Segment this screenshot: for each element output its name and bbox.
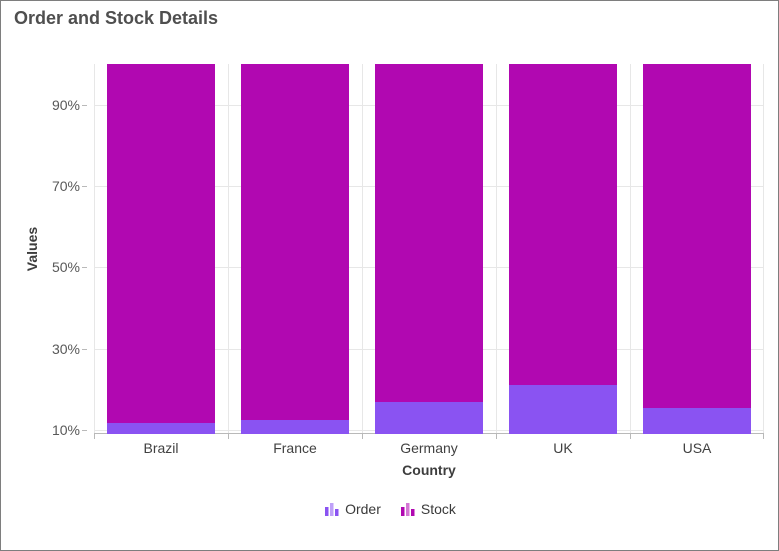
bar-segment-stock-uk[interactable] <box>509 64 617 386</box>
y-tick-mark <box>82 185 87 187</box>
chart-title: Order and Stock Details <box>14 8 219 28</box>
x-category-label-uk: UK <box>553 440 573 456</box>
legend-item-stock[interactable]: Stock <box>400 501 456 517</box>
legend-stock-bars-icon <box>400 503 415 516</box>
y-tick-mark <box>82 348 87 350</box>
y-tick-label: 70% <box>51 177 80 194</box>
gridline-vertical <box>496 64 497 433</box>
x-axis-ticks <box>94 434 764 440</box>
y-tick-label: 10% <box>51 421 80 438</box>
legend-item-order[interactable]: Order <box>325 501 381 517</box>
x-category-label-usa: USA <box>682 440 712 456</box>
bar-segment-stock-usa[interactable] <box>643 64 751 408</box>
bar-segment-stock-germany[interactable] <box>375 64 483 403</box>
x-tick-mark <box>94 434 95 439</box>
x-category-label-france: France <box>273 440 317 456</box>
bar-segment-order-france[interactable] <box>241 420 349 434</box>
legend: Order Stock <box>1 497 778 521</box>
gridline-vertical <box>362 64 363 433</box>
legend-label-order: Order <box>345 501 381 517</box>
gridline-vertical <box>763 64 764 433</box>
x-tick-mark <box>630 434 631 439</box>
bar-segment-order-uk[interactable] <box>509 385 617 434</box>
x-tick-mark <box>228 434 229 439</box>
x-category-label-germany: Germany <box>400 440 458 456</box>
y-tick-label: 90% <box>51 96 80 113</box>
y-tick-mark <box>82 104 87 106</box>
legend-order-bars-icon <box>325 503 339 516</box>
bar-segment-order-usa[interactable] <box>643 407 751 434</box>
legend-label-stock: Stock <box>420 501 456 517</box>
x-tick-mark <box>763 434 764 439</box>
bar-segment-order-germany[interactable] <box>375 402 483 434</box>
x-axis-labels: Brazil France Germany UK USA <box>94 440 764 458</box>
plot-area <box>94 64 764 434</box>
bar-segment-order-brazil[interactable] <box>107 422 215 434</box>
x-axis-title: Country <box>402 462 456 478</box>
gridline-vertical <box>630 64 631 433</box>
y-tick-label: 50% <box>51 259 80 276</box>
bar-segment-stock-france[interactable] <box>241 64 349 421</box>
gridline-vertical <box>228 64 229 433</box>
x-tick-mark <box>496 434 497 439</box>
y-tick-mark <box>82 267 87 269</box>
y-axis-labels: 10% 30% 50% 70% 90% <box>31 64 87 438</box>
y-tick-label: 30% <box>51 340 80 357</box>
x-tick-mark <box>362 434 363 439</box>
x-category-label-brazil: Brazil <box>143 440 179 456</box>
gridline-vertical <box>94 64 95 433</box>
y-tick-mark <box>82 429 87 431</box>
bar-segment-stock-brazil[interactable] <box>107 64 215 423</box>
